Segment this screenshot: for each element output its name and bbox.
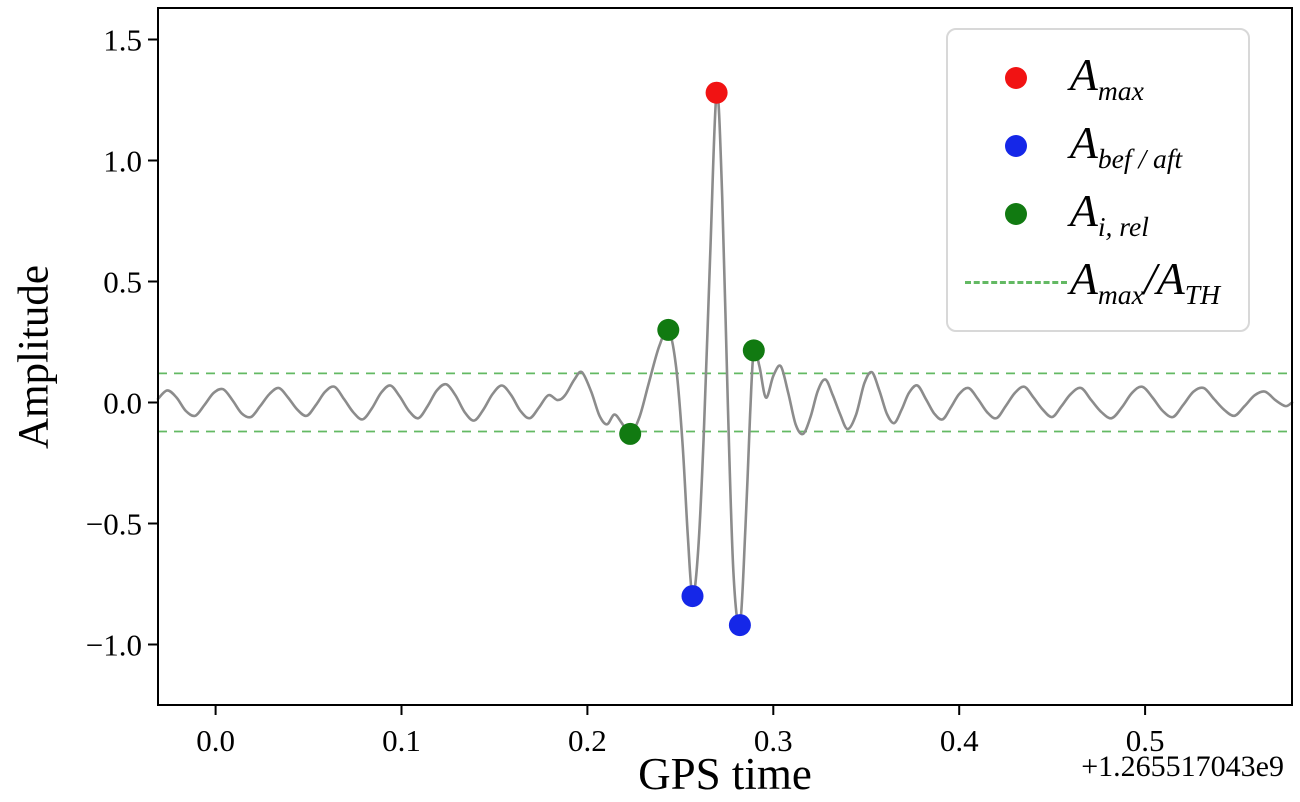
marker-A-i-rel (657, 318, 680, 341)
marker-A-i-rel (619, 422, 642, 445)
y-axis-label: Amplitude (10, 265, 58, 449)
marker-A-max (705, 81, 728, 104)
legend-dot-icon (962, 135, 1070, 157)
y-tick-label: 1.0 (103, 144, 142, 179)
legend-item: Amax (962, 44, 1220, 112)
legend-dashed-line-icon (962, 280, 1070, 284)
legend-label: Amax (1069, 48, 1144, 106)
legend-dot-icon (962, 67, 1070, 89)
x-tick-label: 0.4 (940, 723, 979, 758)
y-tick-label: 1.5 (103, 23, 142, 58)
x-tick-label: 0.2 (568, 723, 607, 758)
x-tick-label: 0.1 (382, 723, 421, 758)
y-tick-label: −1.0 (86, 628, 142, 663)
y-tick-label: −0.5 (86, 507, 142, 542)
x-tick-label: 0.5 (1126, 723, 1165, 758)
plot-border (157, 7, 1293, 706)
x-axis-label: GPS time (638, 749, 812, 799)
x-tick-label: 0.3 (754, 723, 793, 758)
x-axis-offset-label: +1.265517043e9 (1081, 750, 1284, 783)
legend-label: Abef / aft (1069, 116, 1183, 174)
legend-label: Ai, rel (1069, 184, 1149, 242)
x-tick-label: 0.0 (196, 723, 235, 758)
legend-label: Amax/ATH (1069, 252, 1220, 310)
marker-A-i-rel (742, 339, 765, 362)
marker-A-bef-aft (681, 585, 704, 608)
legend-item: Abef / aft (962, 112, 1220, 180)
y-tick-label: 0.5 (103, 265, 142, 300)
legend-item: Ai, rel (962, 180, 1220, 248)
marker-A-bef-aft (728, 614, 751, 637)
legend-dot-icon (962, 203, 1070, 225)
waveform-line (156, 90, 1294, 628)
y-tick-label: 0.0 (103, 386, 142, 421)
legend: Amax Abef / aft Ai, rel Amax/ATH (945, 28, 1250, 332)
legend-item: Amax/ATH (962, 248, 1220, 316)
